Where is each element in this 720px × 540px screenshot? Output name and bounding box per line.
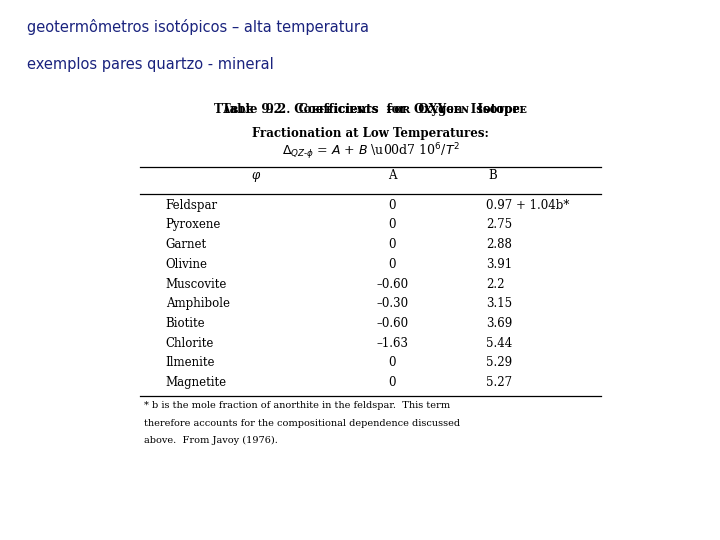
Text: A: A — [388, 169, 397, 182]
Text: Olivine: Olivine — [166, 258, 207, 271]
Text: $\Delta_{QZ\text{-}\phi}$ = $A$ + $B$ \u00d7 10$^6$/$T^2$: $\Delta_{QZ\text{-}\phi}$ = $A$ + $B$ \u… — [282, 141, 460, 162]
Text: 0: 0 — [389, 376, 396, 389]
Text: exemplos pares quartzo - mineral: exemplos pares quartzo - mineral — [27, 57, 274, 72]
Text: φ: φ — [251, 169, 260, 182]
Text: 0: 0 — [389, 218, 396, 232]
Text: * b is the mole fraction of anorthite in the feldspar.  This term: * b is the mole fraction of anorthite in… — [144, 401, 450, 410]
Text: 5.29: 5.29 — [486, 356, 512, 369]
Text: 5.44: 5.44 — [486, 337, 512, 350]
Text: 2.75: 2.75 — [486, 218, 512, 232]
Text: –0.60: –0.60 — [377, 278, 408, 291]
Text: 2.88: 2.88 — [486, 238, 512, 251]
Text: Table  9.2.  Coefficients  for  Oxygen  Isotope: Table 9.2. Coefficients for Oxygen Isoto… — [222, 103, 520, 116]
Text: 3.69: 3.69 — [486, 317, 512, 330]
Text: Pyroxene: Pyroxene — [166, 218, 221, 232]
Text: 0: 0 — [389, 238, 396, 251]
Text: geotermômetros isotópicos – alta temperatura: geotermômetros isotópicos – alta tempera… — [27, 19, 369, 35]
Text: 0.97 + 1.04b*: 0.97 + 1.04b* — [486, 199, 570, 212]
Text: Fractionation at Low Temperatures:: Fractionation at Low Temperatures: — [253, 127, 489, 140]
Text: 3.91: 3.91 — [486, 258, 512, 271]
Text: 5.27: 5.27 — [486, 376, 512, 389]
Text: Chlorite: Chlorite — [166, 337, 214, 350]
Text: 0: 0 — [389, 199, 396, 212]
Text: –1.63: –1.63 — [377, 337, 408, 350]
Text: therefore accounts for the compositional dependence discussed: therefore accounts for the compositional… — [144, 418, 460, 428]
Text: Amphibole: Amphibole — [166, 297, 230, 310]
Text: above.  From Javoy (1976).: above. From Javoy (1976). — [144, 436, 278, 445]
Text: Feldspar: Feldspar — [166, 199, 217, 212]
Text: Ilmenite: Ilmenite — [166, 356, 215, 369]
Text: Muscovite: Muscovite — [166, 278, 227, 291]
Text: Garnet: Garnet — [166, 238, 207, 251]
Text: –0.60: –0.60 — [377, 317, 408, 330]
Text: Biotite: Biotite — [166, 317, 205, 330]
Text: 2.2: 2.2 — [486, 278, 505, 291]
Text: 0: 0 — [389, 356, 396, 369]
Text: Magnetite: Magnetite — [166, 376, 227, 389]
Text: 0: 0 — [389, 258, 396, 271]
Text: Tᴀʙʟᴇ  9.2.  Cᴏᴇғғɪᴄɪᴇɴᴛѕ  ғᴏʀ  OΧYɢᴇɴ  Iѕᴏᴛᴏᴘᴇ: Tᴀʙʟᴇ 9.2. Cᴏᴇғғɪᴄɪᴇɴᴛѕ ғᴏʀ OΧYɢᴇɴ Iѕᴏᴛᴏ… — [215, 103, 527, 116]
Text: –0.30: –0.30 — [377, 297, 408, 310]
Text: B: B — [489, 169, 498, 182]
Text: 3.15: 3.15 — [486, 297, 512, 310]
